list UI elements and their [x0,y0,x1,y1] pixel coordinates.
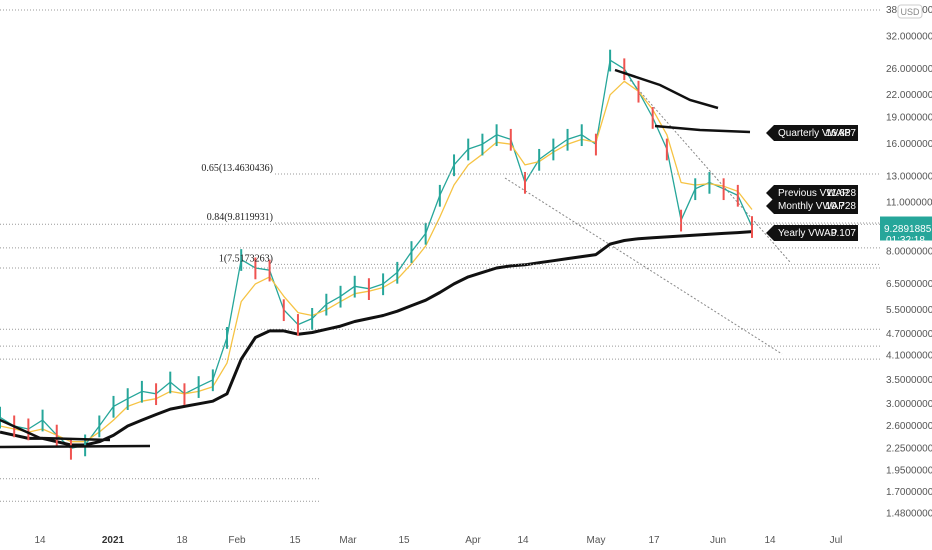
trend-lines [504,79,791,355]
x-tick-label: 15 [289,535,301,546]
x-tick-label: Jul [830,535,843,546]
fib-level-label: 1(7.5173263) [219,253,273,264]
price-series-line [0,80,753,443]
y-tick-label: 5.5000000 [886,305,932,316]
y-tick-label: 13.0000000 [886,171,932,182]
x-tick-label: May [587,535,606,546]
vwap-label-value: 16.887 [825,128,856,139]
x-axis: 14 2021 18 Feb 15 Mar 15 Apr 14 May 17 Jun 14 Jul [34,535,842,546]
x-tick-label: 14 [34,535,46,546]
fib-level-label: 0.65(13.4630436) [201,163,273,174]
y-axis: 38.000000032.000000026.000000022.0000000… [886,5,932,519]
x-tick-label: Feb [228,535,246,546]
vwap-label-value: 9.107 [831,228,856,239]
vwap-label-tag [766,198,858,214]
y-tick-label: 6.5000000 [886,279,932,290]
x-tick-label: Mar [339,535,357,546]
fib-level-label: 0.84(9.8119931) [207,212,273,223]
x-tick-label: 14 [517,535,529,546]
vwap-label-name: Previous VWAP [778,188,849,199]
previous-quarter-vwap-line [614,68,719,110]
y-tick-label: 4.1000000 [886,350,932,361]
y-tick-label: 3.0000000 [886,399,932,410]
trend-line-down-long [504,177,783,355]
vwap-lines [0,68,751,449]
price-label-value: 9.2891885 [884,224,932,235]
horizontal-levels [0,9,880,502]
currency-badge-text: USD [900,7,920,17]
y-tick-label: 2.2500000 [886,443,932,454]
x-tick-label: 14 [764,535,776,546]
vwap-label-name: Yearly VWAP [778,228,838,239]
y-tick-label: 3.5000000 [886,375,932,386]
y-tick-label: 32.0000000 [886,32,932,43]
x-tick-label: 18 [176,535,188,546]
y-tick-label: 2.6000000 [886,421,932,432]
y-tick-label: 1.9500000 [886,466,932,477]
vwap-label-value: 11.628 [826,188,856,199]
y-tick-label: 4.7000000 [886,329,932,340]
vwap-label-tag [766,185,858,201]
x-tick-label: Apr [465,535,481,546]
quarterly-vwap-line [654,124,751,134]
y-tick-label: 11.0000000 [886,197,932,208]
y-tick-label: 22.0000000 [886,90,932,101]
vwap-label-value: 10.728 [825,201,856,212]
x-tick-label: 17 [648,535,660,546]
y-tick-label: 16.0000000 [886,139,932,150]
trend-line-down [629,79,791,263]
old-vwap-left-2 [0,444,151,449]
x-tick-label: 15 [398,535,410,546]
y-tick-label: 8.0000000 [886,247,932,258]
price-label-countdown: 01:32:18 [886,235,925,246]
x-tick-label: 2021 [102,535,125,546]
fib-labels: 0.65(13.4630436) 0.84(9.8119931) 1(7.51732… [201,163,880,265]
vwap-label-name: Monthly VWAP [778,201,845,212]
vwap-label-tag [766,125,858,141]
y-tick-label: 26.0000000 [886,64,932,75]
y-tick-label: 19.0000000 [886,113,932,124]
x-tick-label: Jun [710,535,726,546]
currency-badge[interactable]: USD [897,4,923,19]
y-tick-label: 1.7000000 [886,487,932,498]
y-tick-label: 1.4800000 [886,508,932,519]
price-series-line [0,59,753,450]
price-label: 9.2891885 01:32:18 [880,216,932,246]
old-vwap-left [0,418,111,442]
yearly-vwap-line [0,230,753,447]
vwap-label-name: Quarterly VWAP [778,128,851,139]
vwap-label-tag [766,225,858,241]
price-series [0,49,753,460]
